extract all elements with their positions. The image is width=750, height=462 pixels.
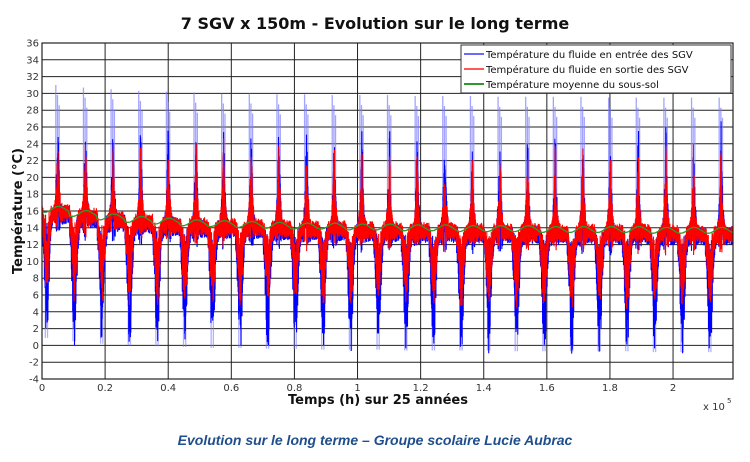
series-1-cycle-8 [234,156,264,306]
series-1-cycle-19 [538,146,568,304]
x-tick-label: 1.6 [539,383,555,394]
figure-caption: Evolution sur le long terme – Groupe sco… [177,432,573,448]
y-tick-label: 14 [26,223,39,234]
x-tick-label: 0 [39,383,45,394]
y-tick-label: 36 [26,39,39,50]
series-1-cycle-10 [290,165,319,295]
y-tick-label: -2 [29,358,39,369]
y-tick-label: 0 [33,341,39,352]
y-tick-label: 26 [26,123,39,134]
y-tick-label: 24 [26,139,39,150]
legend-entry: Température du fluide en sortie des SGV [485,64,689,76]
x-tick-label: 2 [670,383,676,394]
x-multiplier-exponent: 5 [727,397,731,405]
x-tick-label: 0.8 [286,383,302,394]
x-tick-label: 0.2 [97,383,113,394]
y-tick-label: 2 [33,324,39,335]
x-tick-label: 1.8 [602,383,618,394]
series-1-cycle-5 [152,159,181,305]
x-tick-label: 0.4 [160,383,176,394]
y-tick-label: 32 [26,72,39,83]
x-tick-label: 1.2 [413,383,429,394]
y-tick-label: 8 [33,274,39,285]
y-tick-label: 30 [26,89,39,100]
series-1-cycle-13 [373,156,402,296]
x-tick-label: 1 [354,383,360,394]
x-multiplier: x 10 [703,402,725,413]
x-axis-label: Temps (h) sur 25 années [288,393,468,408]
series-1-cycle-17 [483,164,513,302]
series-2-line [41,205,734,234]
series-1-cycle-2 [69,144,98,302]
series-1-cycle-9 [262,145,292,297]
series-1-cycle-7 [207,138,237,302]
plot-series [41,85,734,354]
series-1-cycle-6 [179,143,209,299]
y-axis-label: Température (°C) [11,148,26,274]
y-tick-label: 34 [26,55,39,66]
y-tick-label: 6 [33,291,39,302]
x-tick-label: 0.6 [223,383,239,394]
y-tick-label: 16 [26,207,39,218]
series-1-cycle-14 [400,156,430,303]
y-tick-label: -4 [29,375,39,386]
series-1-cycle-3 [96,145,126,301]
y-tick-label: 28 [26,106,39,117]
y-tick-label: 22 [26,156,39,167]
chart-title: 7 SGV x 150m - Evolution sur le long ter… [180,14,570,33]
series-1-cycle-4 [124,147,154,306]
series-1-cycle-11 [317,149,347,304]
x-tick-label: 1.4 [476,383,492,394]
x-tick-labels: 0 0.2 0.4 0.6 0.8 1 1.2 1.4 1.6 1.8 2 [39,383,676,394]
y-tick-label: 10 [26,257,39,268]
series-1-cycle-1 [41,151,71,287]
series-1-cycle-20 [566,148,596,308]
y-tick-label: 12 [26,240,39,251]
series-1-cycle-16 [456,160,485,306]
series-1-cycle-24 [677,144,706,305]
y-tick-label: 18 [26,190,39,201]
legend-entry: Température moyenne du sous-sol [485,79,659,91]
y-tick-label: 4 [33,307,39,318]
y-tick-label: 20 [26,173,39,184]
legend: Température du fluide en entrée des SGV … [460,44,732,94]
series-1-cycle-12 [345,153,375,303]
legend-entry: Température du fluide en entrée des SGV [485,49,693,61]
series-1-cycle-25 [704,151,734,303]
plot-frame [41,42,734,380]
